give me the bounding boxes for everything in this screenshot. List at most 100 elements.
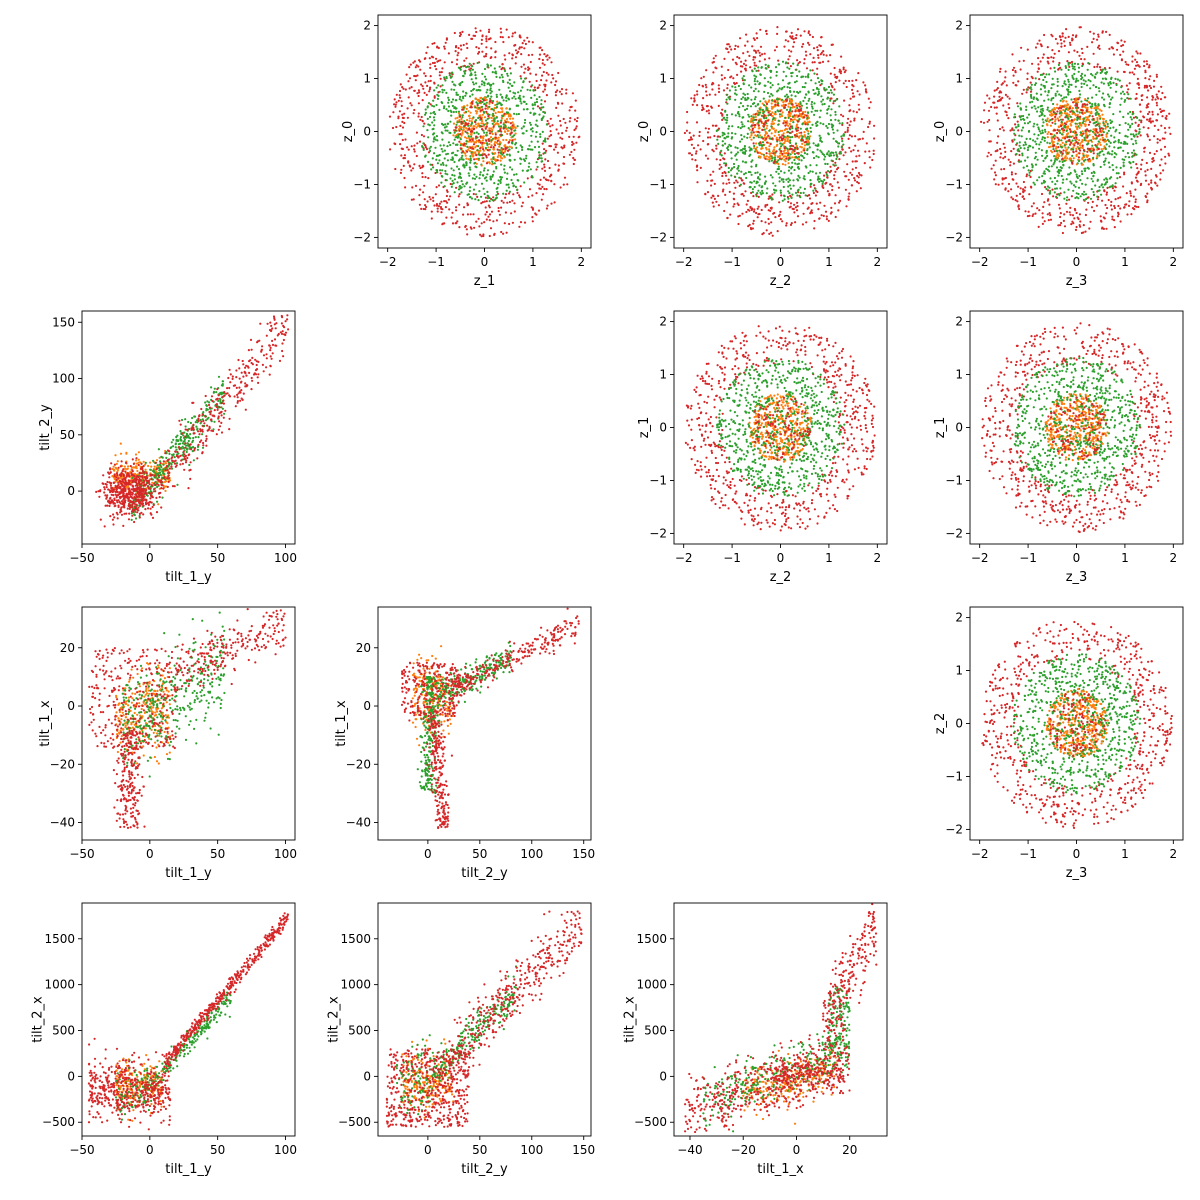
scatter-point bbox=[792, 179, 795, 182]
scatter-point bbox=[757, 124, 760, 127]
scatter-point bbox=[473, 177, 477, 180]
scatter-point bbox=[414, 75, 417, 78]
scatter-point bbox=[1122, 185, 1125, 188]
scatter-point bbox=[1050, 87, 1053, 90]
scatter-point bbox=[1067, 61, 1070, 65]
scatter-point bbox=[1109, 127, 1112, 130]
scatter-point bbox=[809, 170, 812, 173]
scatter-point bbox=[1004, 70, 1007, 73]
scatter-point bbox=[437, 46, 440, 50]
scatter-point bbox=[552, 77, 555, 80]
scatter-point bbox=[779, 129, 782, 132]
scatter-point bbox=[575, 141, 578, 144]
scatter-point bbox=[507, 86, 510, 89]
scatter-point bbox=[843, 99, 846, 102]
scatter-point bbox=[1127, 128, 1130, 131]
scatter-point bbox=[821, 60, 825, 64]
scatter-point bbox=[1102, 160, 1105, 163]
scatter-point bbox=[787, 169, 791, 172]
scatter-point bbox=[1090, 188, 1093, 191]
scatter-point bbox=[742, 182, 745, 185]
scatter-point bbox=[1047, 89, 1050, 93]
scatter-point bbox=[1091, 96, 1094, 99]
scatter-point bbox=[1029, 93, 1033, 96]
scatter-point bbox=[557, 114, 560, 117]
scatter-point bbox=[427, 177, 430, 180]
scatter-point bbox=[573, 158, 577, 161]
scatter-point bbox=[780, 145, 783, 148]
scatter-point bbox=[729, 169, 733, 172]
scatter-point bbox=[469, 69, 472, 72]
scatter-point bbox=[569, 117, 572, 120]
scatter-point bbox=[764, 157, 767, 160]
scatter-point bbox=[1082, 224, 1085, 227]
scatter-point bbox=[851, 88, 854, 91]
scatter-point bbox=[1040, 83, 1043, 86]
scatter-point bbox=[450, 185, 453, 188]
scatter-point bbox=[1127, 204, 1131, 207]
scatter-point bbox=[783, 171, 786, 174]
scatter-point bbox=[572, 162, 575, 166]
scatter-point bbox=[418, 164, 421, 167]
scatter-point bbox=[720, 65, 723, 68]
scatter-point bbox=[506, 149, 510, 152]
scatter-point bbox=[502, 127, 505, 130]
scatter-point bbox=[446, 145, 449, 148]
scatter-point bbox=[765, 106, 768, 109]
scatter-point bbox=[472, 140, 475, 143]
scatter-point bbox=[1059, 187, 1062, 190]
scatter-point bbox=[836, 129, 839, 132]
scatter-point bbox=[453, 191, 456, 194]
scatter-point bbox=[540, 160, 543, 163]
scatter-point bbox=[543, 111, 547, 114]
scatter-point bbox=[750, 138, 753, 141]
scatter-point bbox=[791, 135, 794, 139]
scatter-point bbox=[819, 201, 822, 204]
scatter-point bbox=[1073, 68, 1076, 71]
scatter-point bbox=[1103, 178, 1106, 181]
scatter-point bbox=[856, 90, 859, 93]
scatter-point bbox=[406, 107, 409, 110]
scatter-point bbox=[540, 103, 543, 106]
scatter-point bbox=[432, 116, 436, 119]
scatter-point bbox=[461, 129, 464, 132]
scatter-point bbox=[1153, 135, 1156, 138]
scatter-point bbox=[461, 150, 465, 153]
scatter-point bbox=[1102, 216, 1105, 219]
scatter-point bbox=[468, 174, 471, 177]
scatter-point bbox=[451, 222, 455, 225]
scatter-point bbox=[787, 105, 790, 108]
scatter-point bbox=[478, 225, 481, 228]
scatter-point bbox=[1041, 131, 1044, 134]
scatter-point bbox=[766, 187, 769, 190]
scatter-point bbox=[752, 131, 755, 134]
scatter-point bbox=[694, 159, 697, 162]
scatter-point bbox=[725, 182, 728, 185]
scatter-point bbox=[531, 194, 534, 197]
scatter-point bbox=[826, 152, 829, 155]
scatter-point bbox=[547, 73, 550, 76]
scatter-point bbox=[486, 107, 489, 110]
scatter-point bbox=[752, 210, 756, 213]
scatter-point bbox=[1007, 158, 1010, 161]
scatter-point bbox=[828, 105, 831, 108]
scatter-point bbox=[523, 181, 526, 184]
scatter-point bbox=[518, 194, 521, 197]
scatter-point bbox=[727, 145, 730, 148]
scatter-point bbox=[1051, 77, 1054, 80]
scatter-point bbox=[499, 35, 502, 39]
scatter-point bbox=[771, 120, 774, 123]
scatter-point bbox=[483, 84, 486, 87]
scatter-point bbox=[432, 133, 435, 136]
scatter-point bbox=[755, 118, 758, 121]
scatter-point bbox=[485, 200, 488, 203]
scatter-point bbox=[741, 125, 744, 128]
scatter-point bbox=[410, 104, 413, 107]
scatter-point bbox=[787, 200, 790, 203]
scatter-point bbox=[446, 159, 449, 162]
scatter-point bbox=[1116, 177, 1119, 180]
scatter-point bbox=[838, 151, 842, 154]
scatter-point bbox=[764, 67, 767, 70]
scatter-point bbox=[1114, 130, 1117, 133]
scatter-point bbox=[1053, 161, 1056, 164]
